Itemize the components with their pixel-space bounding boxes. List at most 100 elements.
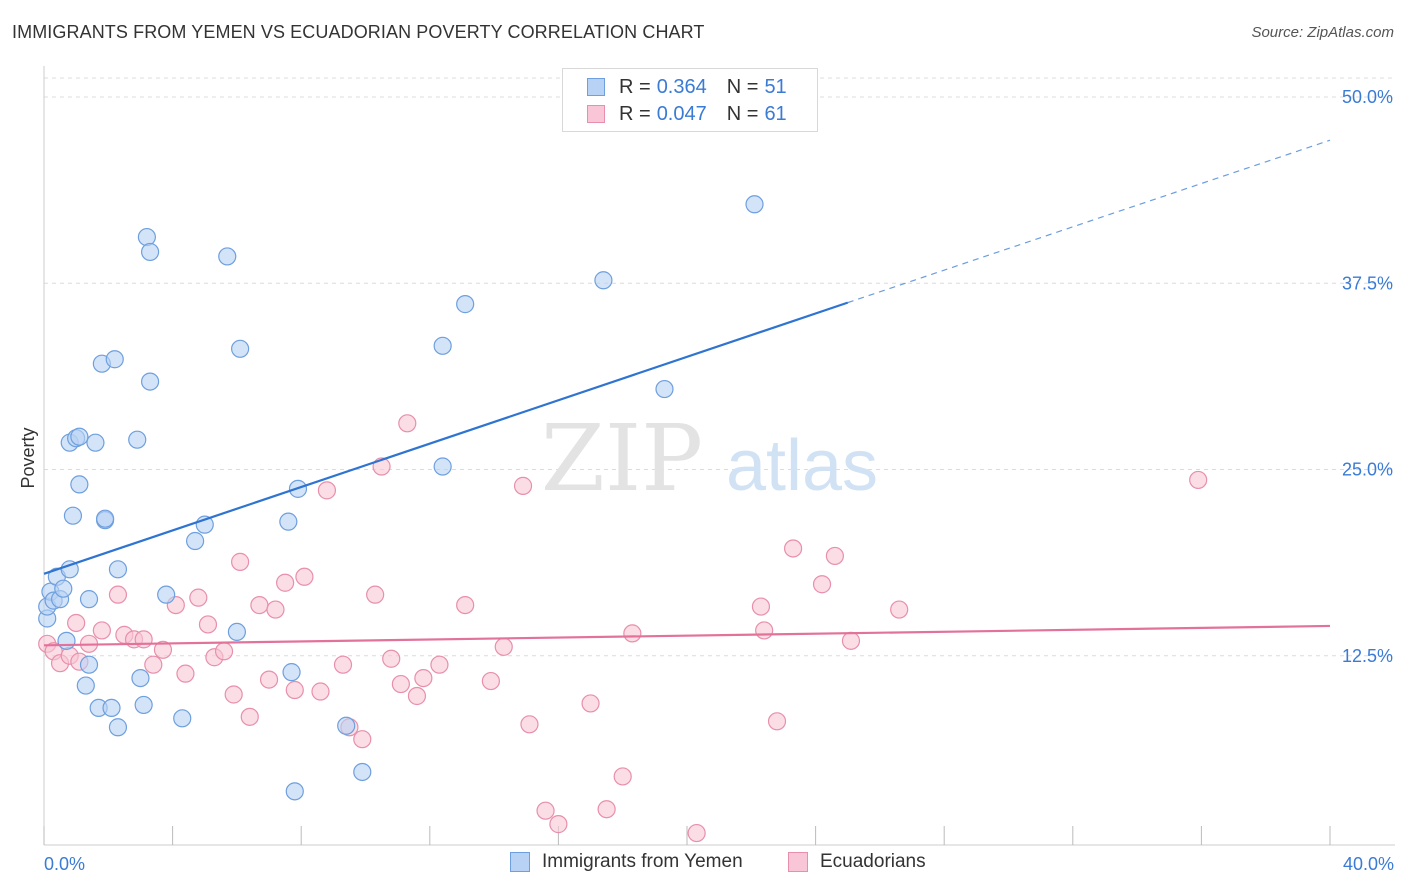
point-yemen xyxy=(594,271,613,290)
point-yemen xyxy=(745,195,764,214)
point-ecuadorians xyxy=(353,730,372,749)
point-ecuadorians xyxy=(224,685,243,704)
point-ecuadorians xyxy=(549,815,568,834)
point-ecuadorians xyxy=(276,573,295,592)
point-ecuadorians xyxy=(581,694,600,713)
point-ecuadorians xyxy=(333,655,353,674)
point-yemen xyxy=(433,457,452,476)
point-ecuadorians xyxy=(311,682,330,701)
point-ecuadorians xyxy=(456,595,475,615)
point-yemen xyxy=(186,531,205,551)
point-ecuadorians xyxy=(407,686,427,706)
chart-title: IMMIGRANTS FROM YEMEN VS ECUADORIAN POVE… xyxy=(12,22,705,42)
point-ecuadorians xyxy=(890,600,909,619)
point-yemen xyxy=(285,782,304,801)
legend-item-yemen[interactable]: Immigrants from Yemen xyxy=(510,851,743,873)
point-yemen xyxy=(63,506,83,525)
point-ecuadorians xyxy=(108,585,128,604)
legend-row-yemen: R = 0.364 N = 51 xyxy=(587,75,787,99)
y-tick-label: 25.0% xyxy=(1342,460,1393,480)
r-value: 0.364 xyxy=(656,75,707,98)
point-ecuadorians xyxy=(755,621,774,640)
legend-swatch-pink xyxy=(788,852,808,872)
x-tick-label: 0.0% xyxy=(44,854,85,874)
point-ecuadorians xyxy=(687,823,706,843)
point-ecuadorians xyxy=(295,567,314,586)
point-yemen xyxy=(433,336,452,355)
point-yemen xyxy=(279,512,298,531)
legend-row-ecuadorians: R = 0.047 N = 61 xyxy=(587,102,787,126)
point-yemen xyxy=(70,427,89,446)
y-axis-label: Poverty xyxy=(18,427,38,488)
trend-line-ecuadorians xyxy=(43,624,1331,647)
axes xyxy=(43,66,1395,846)
point-yemen xyxy=(57,631,76,650)
gridlines xyxy=(44,77,1395,657)
n-label: N = xyxy=(726,102,759,125)
point-yemen xyxy=(76,676,95,695)
trend-line-yemen xyxy=(43,301,849,575)
legend-label-ecuadorians: Ecuadorians xyxy=(820,851,926,872)
point-ecuadorians xyxy=(134,630,153,649)
legend-swatch-blue xyxy=(587,78,605,96)
point-yemen xyxy=(105,350,124,369)
point-ecuadorians xyxy=(597,800,616,819)
point-ecuadorians xyxy=(382,649,401,668)
point-ecuadorians xyxy=(1189,470,1208,490)
x-tick-label: 40.0% xyxy=(1343,854,1394,874)
point-yemen xyxy=(128,430,147,449)
legend-label-yemen: Immigrants from Yemen xyxy=(542,851,743,872)
point-yemen xyxy=(157,585,176,604)
trend-lines xyxy=(43,139,1331,647)
point-ecuadorians xyxy=(841,631,861,650)
point-yemen xyxy=(655,379,674,399)
series-ecuadorians xyxy=(38,414,1208,843)
point-ecuadorians xyxy=(189,588,208,607)
point-yemen xyxy=(227,622,246,642)
r-value: 0.047 xyxy=(656,102,707,125)
point-yemen xyxy=(353,762,372,782)
point-ecuadorians xyxy=(481,671,500,691)
point-ecuadorians xyxy=(259,670,279,689)
point-yemen xyxy=(108,718,128,737)
point-ecuadorians xyxy=(783,539,803,558)
point-ecuadorians xyxy=(430,655,449,674)
point-ecuadorians xyxy=(92,621,111,640)
point-yemen xyxy=(231,339,250,358)
legend-swatch-pink xyxy=(587,105,605,123)
point-yemen xyxy=(95,509,115,528)
source-credit: Source: ZipAtlas.com xyxy=(1251,24,1394,41)
point-ecuadorians xyxy=(176,664,195,683)
point-ecuadorians xyxy=(198,615,218,634)
point-yemen xyxy=(140,242,160,262)
point-ecuadorians xyxy=(414,668,433,688)
point-yemen xyxy=(60,560,79,579)
point-ecuadorians xyxy=(513,476,533,495)
point-ecuadorians xyxy=(285,680,304,700)
point-yemen xyxy=(102,698,121,718)
point-yemen xyxy=(173,709,192,728)
point-ecuadorians xyxy=(613,767,632,786)
watermark: ZIP atlas xyxy=(541,405,878,512)
point-ecuadorians xyxy=(767,712,787,731)
point-yemen xyxy=(131,668,150,688)
point-ecuadorians xyxy=(536,801,555,820)
watermark-atlas: atlas xyxy=(726,426,878,506)
point-ecuadorians xyxy=(520,715,539,734)
trend-line-yemen-extension xyxy=(847,139,1331,304)
point-ecuadorians xyxy=(231,552,250,571)
point-yemen xyxy=(79,655,99,674)
y-tick-label: 12.5% xyxy=(1342,646,1393,666)
legend-item-ecuadorians[interactable]: Ecuadorians xyxy=(788,851,926,873)
point-ecuadorians xyxy=(250,595,269,615)
point-ecuadorians xyxy=(317,481,337,500)
point-ecuadorians xyxy=(240,707,259,726)
r-label: R = xyxy=(619,102,651,125)
point-yemen xyxy=(282,663,301,682)
y-tick-label: 50.0% xyxy=(1342,87,1393,107)
watermark-zip: ZIP xyxy=(541,405,703,512)
legend-swatch-blue xyxy=(510,852,530,872)
point-yemen xyxy=(134,695,153,715)
n-label: N = xyxy=(726,75,759,98)
